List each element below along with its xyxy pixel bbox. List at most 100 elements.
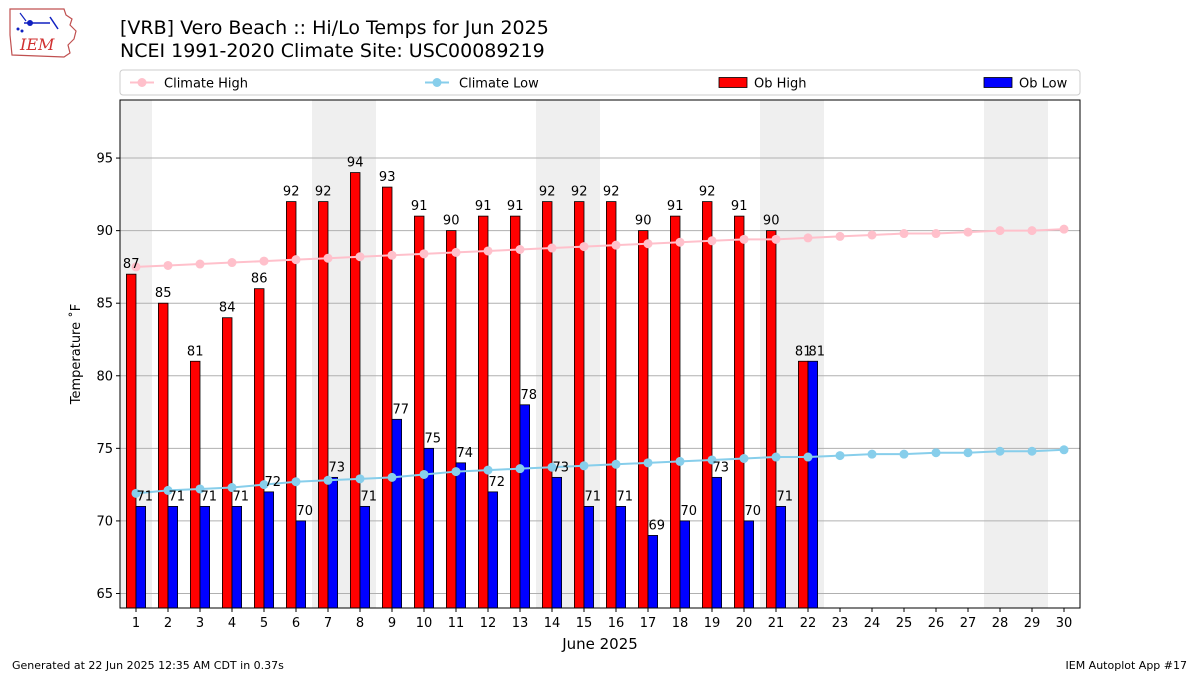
ob-low-bar xyxy=(199,505,211,609)
ob-low-bar xyxy=(743,520,755,609)
ob-low-bar xyxy=(711,476,723,609)
ob-low-label: 75 xyxy=(425,431,442,446)
ob-high-label: 87 xyxy=(123,257,140,272)
x-tick-label: 5 xyxy=(260,616,268,631)
climate-high-point xyxy=(291,255,301,265)
ob-high-bar xyxy=(702,201,713,609)
climate-high-point xyxy=(803,233,813,243)
ob-high-label: 81 xyxy=(795,344,812,359)
ob-high-label: 84 xyxy=(219,301,236,316)
legend-entry: Climate Low xyxy=(425,77,539,92)
climate-low-line xyxy=(135,448,1065,495)
climate-high-point xyxy=(739,234,749,244)
y-tick-label: 75 xyxy=(96,442,113,457)
ob-low-label: 71 xyxy=(233,489,250,504)
climate-low-point xyxy=(419,469,429,479)
ob-high-label: 92 xyxy=(571,185,588,200)
x-tick-label: 30 xyxy=(1056,616,1073,631)
climate-high-point xyxy=(899,229,909,239)
ob-high-bar xyxy=(413,215,425,609)
x-tick-label: 25 xyxy=(896,616,913,631)
climate-low-point xyxy=(835,451,845,461)
ob-low-bar xyxy=(519,404,531,609)
climate-low-point xyxy=(131,488,141,498)
ob-low-label: 71 xyxy=(201,489,218,504)
climate-high-point xyxy=(931,229,941,239)
y-tick-label: 65 xyxy=(96,587,113,602)
ob-low-label: 77 xyxy=(393,402,410,417)
ob-high-bar xyxy=(126,273,137,609)
climate-high-point xyxy=(675,237,685,247)
ob-low-bar xyxy=(295,520,307,609)
chart-subtitle: NCEI 1991-2020 Climate Site: USC00089219 xyxy=(120,40,545,62)
climate-low-point xyxy=(1059,445,1069,455)
climate-low-point xyxy=(259,480,269,490)
ob-low-bar xyxy=(615,505,627,609)
ob-high-bar xyxy=(221,317,233,609)
x-tick-label: 8 xyxy=(356,616,364,631)
ob-high-bar xyxy=(670,215,681,609)
x-tick-label: 4 xyxy=(228,616,236,631)
ob-low-label: 71 xyxy=(617,489,634,504)
climate-low-point xyxy=(291,477,301,487)
ob-low-bar xyxy=(679,520,691,609)
ob-low-label: 71 xyxy=(777,489,794,504)
ob-low-label: 72 xyxy=(265,475,282,490)
weekend-shade xyxy=(984,100,1048,608)
climate-low-point xyxy=(803,452,813,462)
chart-title: [VRB] Vero Beach :: Hi/Lo Temps for Jun … xyxy=(120,17,549,39)
ob-low-bar xyxy=(359,505,371,609)
footer-app: IEM Autoplot App #17 xyxy=(1065,659,1188,672)
x-tick-label: 21 xyxy=(768,616,785,631)
y-tick-label: 70 xyxy=(96,514,113,529)
iem-logo: IEM xyxy=(6,5,80,63)
climate-low-point xyxy=(1027,446,1037,456)
climate-low-point xyxy=(515,464,525,474)
climate-high-point xyxy=(611,240,621,250)
climate-low-point xyxy=(451,467,461,477)
climate-high-point xyxy=(643,239,653,249)
y-axis-label: Temperature ˚F xyxy=(68,304,84,405)
climate-low-point xyxy=(931,448,941,458)
climate-high-line xyxy=(135,228,1065,268)
ob-high-label: 86 xyxy=(251,272,268,287)
ob-low-label: 73 xyxy=(713,460,730,475)
climate-low-point xyxy=(195,484,205,494)
ob-low-label: 78 xyxy=(521,388,538,403)
ob-high-label: 91 xyxy=(475,199,492,214)
climate-low-point xyxy=(771,452,781,462)
x-tick-label: 6 xyxy=(292,616,300,631)
climate-high-point xyxy=(323,253,333,263)
x-tick-label: 22 xyxy=(800,616,817,631)
ob-low-bar xyxy=(263,491,275,609)
x-tick-label: 15 xyxy=(576,616,593,631)
ob-low-label: 70 xyxy=(745,504,762,519)
y-tick-label: 95 xyxy=(96,152,113,167)
ob-low-bar xyxy=(583,505,595,609)
ob-low-label: 73 xyxy=(329,460,346,475)
ob-low-label: 72 xyxy=(489,475,506,490)
x-tick-label: 17 xyxy=(640,616,657,631)
ob-low-label: 70 xyxy=(297,504,314,519)
climate-high-point xyxy=(419,249,429,259)
ob-high-bar xyxy=(189,360,201,609)
x-tick-label: 26 xyxy=(928,616,945,631)
footer-generated: Generated at 22 Jun 2025 12:35 AM CDT in… xyxy=(12,659,284,672)
ob-high-label: 92 xyxy=(283,185,300,200)
climate-high-point xyxy=(451,247,461,257)
climate-low-point xyxy=(995,446,1005,456)
climate-low-point xyxy=(963,448,973,458)
x-tick-label: 27 xyxy=(960,616,977,631)
ob-high-bar xyxy=(638,230,649,609)
climate-high-point xyxy=(483,246,493,256)
climate-low-point xyxy=(163,485,173,495)
ob-high-label: 92 xyxy=(603,185,620,200)
logo-text: IEM xyxy=(19,35,55,54)
ob-low-bar xyxy=(231,505,243,609)
bars xyxy=(126,172,819,609)
ob-high-bar xyxy=(734,215,745,609)
ob-high-label: 91 xyxy=(411,199,428,214)
plot-frame xyxy=(119,99,1081,609)
climate-high-point xyxy=(1059,224,1069,234)
ob-high-label: 91 xyxy=(731,199,748,214)
